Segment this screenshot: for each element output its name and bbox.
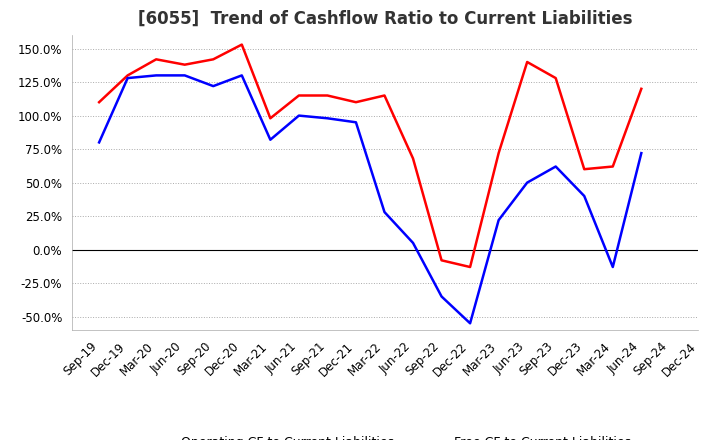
Operating CF to Current Liabilities [552, 75, 560, 81]
Free CF to Current Liabilities [95, 140, 104, 145]
Operating CF to Current Liabilities [580, 167, 588, 172]
Operating CF to Current Liabilities [608, 164, 617, 169]
Operating CF to Current Liabilities [323, 93, 332, 98]
Operating CF to Current Liabilities [637, 86, 646, 92]
Operating CF to Current Liabilities [95, 99, 104, 105]
Free CF to Current Liabilities [351, 120, 360, 125]
Operating CF to Current Liabilities [209, 57, 217, 62]
Free CF to Current Liabilities [637, 150, 646, 156]
Free CF to Current Liabilities [580, 193, 588, 198]
Legend: Operating CF to Current Liabilities, Free CF to Current Liabilities: Operating CF to Current Liabilities, Fre… [135, 431, 636, 440]
Free CF to Current Liabilities [323, 116, 332, 121]
Operating CF to Current Liabilities [380, 93, 389, 98]
Free CF to Current Liabilities [552, 164, 560, 169]
Line: Free CF to Current Liabilities: Free CF to Current Liabilities [99, 75, 642, 323]
Free CF to Current Liabilities [495, 217, 503, 223]
Operating CF to Current Liabilities [181, 62, 189, 67]
Operating CF to Current Liabilities [523, 59, 531, 65]
Free CF to Current Liabilities [466, 321, 474, 326]
Free CF to Current Liabilities [409, 240, 418, 246]
Operating CF to Current Liabilities [409, 156, 418, 161]
Free CF to Current Liabilities [209, 84, 217, 89]
Operating CF to Current Liabilities [294, 93, 303, 98]
Line: Operating CF to Current Liabilities: Operating CF to Current Liabilities [99, 44, 642, 267]
Free CF to Current Liabilities [123, 75, 132, 81]
Free CF to Current Liabilities [437, 294, 446, 299]
Free CF to Current Liabilities [181, 73, 189, 78]
Free CF to Current Liabilities [294, 113, 303, 118]
Free CF to Current Liabilities [523, 180, 531, 185]
Operating CF to Current Liabilities [152, 57, 161, 62]
Free CF to Current Liabilities [152, 73, 161, 78]
Title: [6055]  Trend of Cashflow Ratio to Current Liabilities: [6055] Trend of Cashflow Ratio to Curren… [138, 10, 632, 28]
Free CF to Current Liabilities [608, 264, 617, 270]
Operating CF to Current Liabilities [437, 258, 446, 263]
Free CF to Current Liabilities [238, 73, 246, 78]
Operating CF to Current Liabilities [466, 264, 474, 270]
Operating CF to Current Liabilities [495, 150, 503, 156]
Free CF to Current Liabilities [380, 209, 389, 215]
Operating CF to Current Liabilities [266, 116, 274, 121]
Operating CF to Current Liabilities [351, 99, 360, 105]
Free CF to Current Liabilities [266, 137, 274, 143]
Operating CF to Current Liabilities [238, 42, 246, 47]
Operating CF to Current Liabilities [123, 73, 132, 78]
